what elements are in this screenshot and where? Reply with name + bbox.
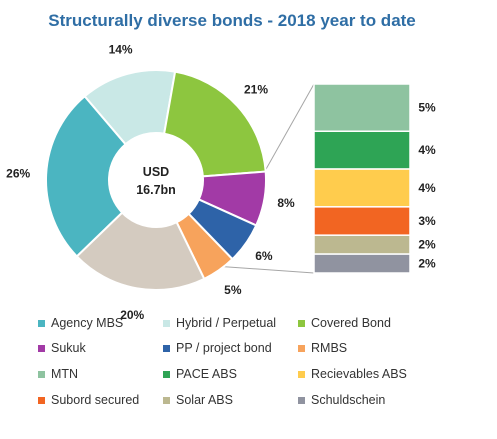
slice-label-covered-bond: 21%	[244, 82, 268, 96]
legend-label-pace-abs: PACE ABS	[176, 367, 237, 381]
legend-swatch-sukuk	[38, 345, 45, 352]
legend-item-covered-bond: Covered Bond	[298, 316, 391, 330]
legend-label-rmbs: RMBS	[311, 341, 347, 355]
bar-label-mtn: 5%	[418, 101, 436, 115]
bar-label-schuldschein: 2%	[418, 257, 436, 271]
legend-item-subord-secured: Subord secured	[38, 393, 139, 407]
legend-swatch-covered-bond	[298, 320, 305, 327]
legend-label-recievables-abs: Recievables ABS	[311, 367, 407, 381]
slice-label-rmbs: 5%	[224, 283, 242, 297]
legend-label-agency-mbs: Agency MBS	[51, 316, 123, 330]
legend-swatch-pace-abs	[163, 371, 170, 378]
legend-item-solar-abs: Solar ABS	[163, 393, 233, 407]
bar-label-solar-abs: 2%	[418, 238, 436, 252]
legend-label-hybrid-perpetual: Hybrid / Perpetual	[176, 316, 276, 330]
breakdown-labels: 5% 4% 4% 3% 2% 2%	[418, 101, 436, 271]
slice-label-agency-mbs: 26%	[6, 166, 30, 180]
legend-item-agency-mbs: Agency MBS	[38, 316, 123, 330]
legend-item-hybrid-perpetual: Hybrid / Perpetual	[163, 316, 276, 330]
legend-swatch-pp-project-bond	[163, 345, 170, 352]
bar-label-subord-secured: 3%	[418, 214, 436, 228]
legend-item-schuldschein: Schuldschein	[298, 393, 385, 407]
legend-swatch-recievables-abs	[298, 371, 305, 378]
breakdown-stacked-bar	[313, 83, 411, 274]
legend-label-schuldschein: Schuldschein	[311, 393, 385, 407]
legend-swatch-hybrid-perpetual	[163, 320, 170, 327]
slice-label-hybrid-perpetual: 14%	[109, 43, 133, 57]
chart-title: Structurally diverse bonds - 2018 year t…	[48, 11, 416, 30]
bar-segment-pace-abs	[313, 130, 411, 170]
slice-label-pp-project-bond: 6%	[255, 249, 273, 263]
legend-label-solar-abs: Solar ABS	[176, 393, 233, 407]
slice-agency-mbs	[45, 94, 127, 258]
legend-swatch-schuldschein	[298, 397, 305, 404]
bar-segment-schuldschein	[313, 253, 411, 274]
donut-center: USD 16.7bn	[136, 165, 176, 197]
legend: Agency MBS Hybrid / Perpetual Covered Bond…	[38, 316, 407, 407]
legend-label-covered-bond: Covered Bond	[311, 316, 391, 330]
legend-swatch-solar-abs	[163, 397, 170, 404]
bar-segment-recievables-abs	[313, 168, 411, 208]
legend-item-sukuk: Sukuk	[38, 341, 86, 355]
legend-swatch-subord-secured	[38, 397, 45, 404]
center-label-total: 16.7bn	[136, 183, 176, 197]
legend-swatch-agency-mbs	[38, 320, 45, 327]
legend-item-recievables-abs: Recievables ABS	[298, 367, 407, 381]
legend-label-mtn: MTN	[51, 367, 78, 381]
slice-label-sukuk: 8%	[277, 196, 295, 210]
bar-label-recievables-abs: 4%	[418, 181, 436, 195]
legend-item-rmbs: RMBS	[298, 341, 347, 355]
bar-label-pace-abs: 4%	[418, 143, 436, 157]
legend-label-sukuk: Sukuk	[51, 341, 86, 355]
slice-covered-bond	[163, 70, 267, 178]
bar-segment-subord-secured	[313, 206, 411, 236]
legend-swatch-mtn	[38, 371, 45, 378]
legend-label-subord-secured: Subord secured	[51, 393, 139, 407]
bar-segment-mtn	[313, 83, 411, 132]
slice-labels: 26% 14% 21% 8% 6% 5% 20%	[6, 43, 295, 322]
bar-segment-solar-abs	[313, 234, 411, 255]
legend-item-mtn: MTN	[38, 367, 78, 381]
legend-label-pp-project-bond: PP / project bond	[176, 341, 272, 355]
donut-chart	[45, 69, 267, 291]
legend-swatch-rmbs	[298, 345, 305, 352]
center-label-currency: USD	[143, 165, 169, 179]
legend-item-pace-abs: PACE ABS	[163, 367, 237, 381]
slice-label-other: 20%	[120, 308, 144, 322]
legend-item-pp-project-bond: PP / project bond	[163, 341, 272, 355]
slice-other	[75, 211, 206, 291]
